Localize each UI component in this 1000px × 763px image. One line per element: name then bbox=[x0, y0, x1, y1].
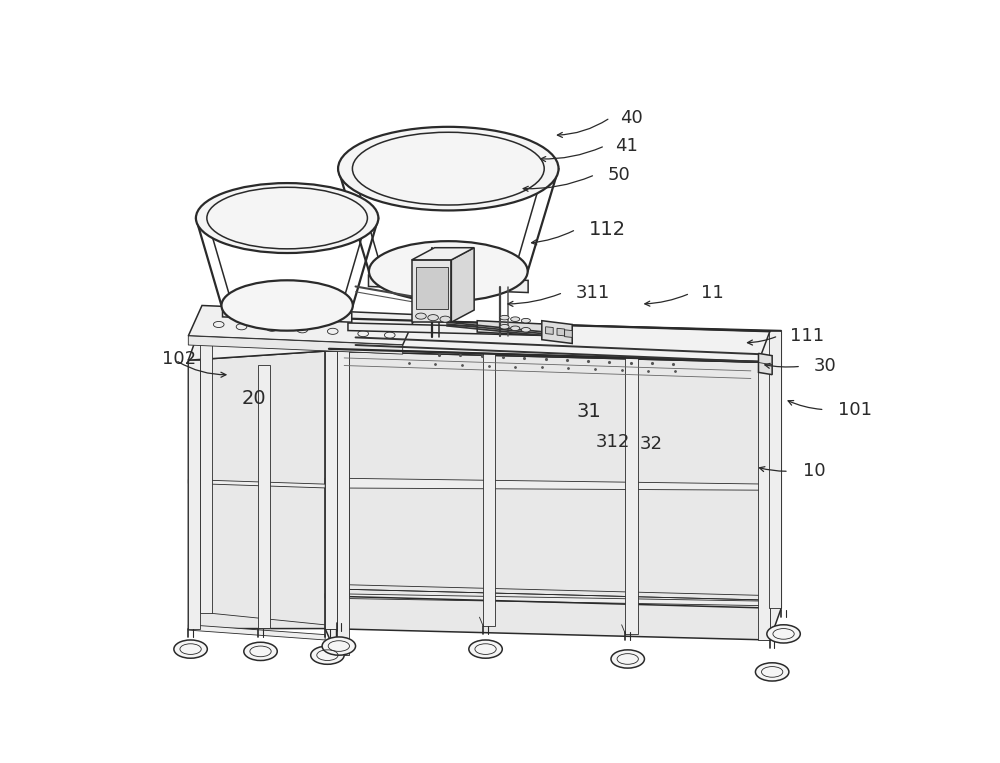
Ellipse shape bbox=[755, 663, 789, 681]
Ellipse shape bbox=[428, 314, 438, 320]
Ellipse shape bbox=[221, 280, 353, 330]
Ellipse shape bbox=[338, 127, 559, 211]
Ellipse shape bbox=[196, 183, 378, 253]
Polygon shape bbox=[188, 360, 200, 629]
Text: 111: 111 bbox=[790, 327, 825, 345]
Text: 20: 20 bbox=[242, 388, 266, 407]
Text: 112: 112 bbox=[589, 220, 626, 239]
Polygon shape bbox=[325, 319, 781, 362]
Polygon shape bbox=[329, 318, 770, 362]
Ellipse shape bbox=[767, 625, 800, 643]
Ellipse shape bbox=[440, 316, 451, 322]
Polygon shape bbox=[200, 328, 212, 613]
Ellipse shape bbox=[521, 327, 530, 332]
Polygon shape bbox=[542, 320, 572, 343]
Text: 101: 101 bbox=[838, 401, 872, 419]
Polygon shape bbox=[770, 330, 781, 640]
Text: 312: 312 bbox=[596, 433, 630, 452]
Polygon shape bbox=[758, 362, 770, 640]
Text: 31: 31 bbox=[576, 402, 601, 421]
Polygon shape bbox=[188, 305, 416, 345]
Polygon shape bbox=[325, 351, 770, 640]
Polygon shape bbox=[188, 336, 403, 354]
Polygon shape bbox=[348, 323, 561, 336]
Text: 11: 11 bbox=[701, 285, 724, 302]
Polygon shape bbox=[258, 365, 270, 628]
Polygon shape bbox=[557, 328, 565, 336]
Polygon shape bbox=[188, 351, 325, 629]
Text: 50: 50 bbox=[607, 166, 630, 184]
Ellipse shape bbox=[511, 326, 520, 330]
Text: 311: 311 bbox=[576, 284, 610, 301]
Ellipse shape bbox=[500, 324, 509, 329]
Ellipse shape bbox=[500, 315, 509, 320]
Ellipse shape bbox=[311, 646, 344, 665]
Polygon shape bbox=[325, 478, 770, 490]
Text: 102: 102 bbox=[162, 349, 196, 368]
Polygon shape bbox=[325, 319, 337, 655]
Polygon shape bbox=[368, 275, 528, 292]
Polygon shape bbox=[758, 353, 772, 375]
Polygon shape bbox=[325, 351, 337, 629]
Ellipse shape bbox=[511, 317, 520, 321]
Text: 41: 41 bbox=[616, 137, 638, 155]
Polygon shape bbox=[451, 248, 474, 322]
Polygon shape bbox=[483, 340, 495, 626]
Ellipse shape bbox=[244, 642, 277, 661]
Polygon shape bbox=[223, 307, 352, 322]
Polygon shape bbox=[769, 330, 781, 608]
Ellipse shape bbox=[521, 318, 530, 323]
Polygon shape bbox=[188, 319, 337, 360]
Polygon shape bbox=[412, 248, 474, 260]
Polygon shape bbox=[337, 319, 349, 655]
Polygon shape bbox=[325, 594, 770, 606]
Ellipse shape bbox=[322, 637, 356, 655]
Text: 40: 40 bbox=[620, 108, 643, 127]
Polygon shape bbox=[325, 351, 337, 629]
Ellipse shape bbox=[369, 241, 528, 301]
Polygon shape bbox=[565, 330, 572, 337]
Ellipse shape bbox=[469, 640, 502, 658]
Polygon shape bbox=[188, 480, 325, 488]
Polygon shape bbox=[337, 319, 349, 597]
Text: 10: 10 bbox=[803, 462, 825, 480]
Polygon shape bbox=[546, 327, 553, 334]
Polygon shape bbox=[416, 268, 448, 308]
Polygon shape bbox=[477, 320, 553, 336]
Text: 32: 32 bbox=[640, 435, 663, 452]
Ellipse shape bbox=[174, 640, 207, 658]
Ellipse shape bbox=[611, 650, 644, 668]
Polygon shape bbox=[188, 625, 325, 640]
Ellipse shape bbox=[416, 313, 426, 319]
Polygon shape bbox=[412, 260, 451, 322]
Polygon shape bbox=[625, 346, 638, 634]
Text: 30: 30 bbox=[813, 357, 836, 375]
